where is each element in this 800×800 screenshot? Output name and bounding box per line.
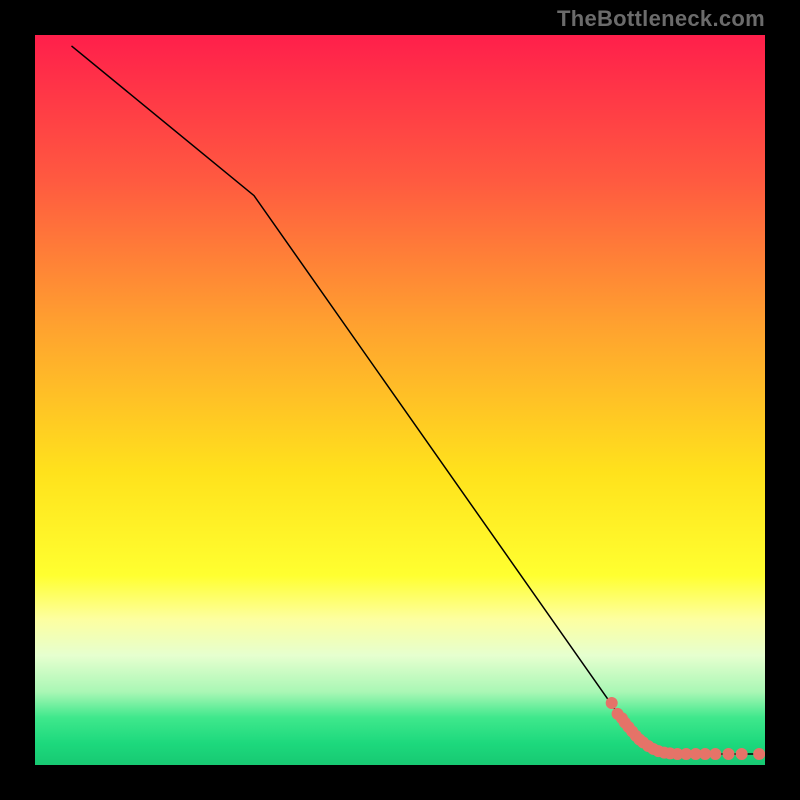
plot-svg — [35, 35, 765, 765]
gradient-background — [35, 35, 765, 765]
scatter-point — [753, 748, 765, 760]
scatter-point — [699, 748, 711, 760]
scatter-point — [723, 748, 735, 760]
scatter-point — [736, 748, 748, 760]
watermark-text: TheBottleneck.com — [557, 6, 765, 32]
plot-area — [35, 35, 765, 765]
scatter-point — [606, 697, 618, 709]
chart-background-frame: TheBottleneck.com — [0, 0, 800, 800]
scatter-point — [709, 748, 721, 760]
